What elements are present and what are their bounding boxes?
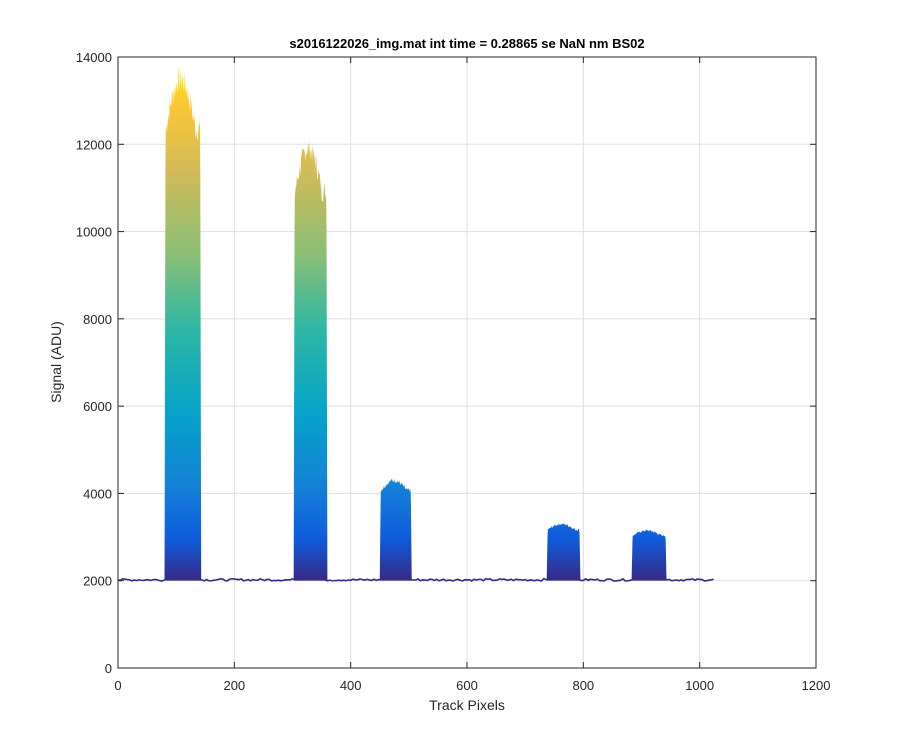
y-tick-label: 12000 [76, 137, 112, 152]
chart-title: s2016122026_img.mat int time = 0.28865 s… [289, 36, 644, 51]
x-axis-ticks: 0 200 400 600 800 1000 1200 [114, 57, 830, 693]
grid-lines [118, 57, 816, 668]
y-axis-ticks: 0 2000 4000 6000 8000 10000 12000 14000 [76, 50, 816, 676]
signal-peak-5 [631, 529, 667, 580]
signal-peak-2 [293, 139, 328, 580]
y-tick-label: 4000 [83, 486, 112, 501]
x-tick-label: 400 [340, 678, 362, 693]
y-tick-label: 0 [105, 661, 112, 676]
x-axis-label: Track Pixels [429, 697, 505, 713]
x-tick-label: 1000 [685, 678, 714, 693]
signal-peak-1 [164, 67, 202, 580]
y-tick-label: 10000 [76, 225, 112, 240]
y-tick-label: 8000 [83, 312, 112, 327]
signal-peak-3 [379, 478, 412, 580]
signal-series [117, 67, 714, 582]
x-tick-label: 0 [114, 678, 121, 693]
x-tick-label: 200 [223, 678, 245, 693]
y-axis-label: Signal (ADU) [48, 321, 64, 403]
y-tick-label: 14000 [76, 50, 112, 65]
x-tick-label: 600 [456, 678, 478, 693]
signal-peak-4 [546, 522, 581, 580]
y-tick-label: 2000 [83, 574, 112, 589]
x-tick-label: 800 [572, 678, 594, 693]
baseline-trace [117, 577, 714, 582]
x-tick-label: 1200 [802, 678, 831, 693]
y-tick-label: 6000 [83, 399, 112, 414]
